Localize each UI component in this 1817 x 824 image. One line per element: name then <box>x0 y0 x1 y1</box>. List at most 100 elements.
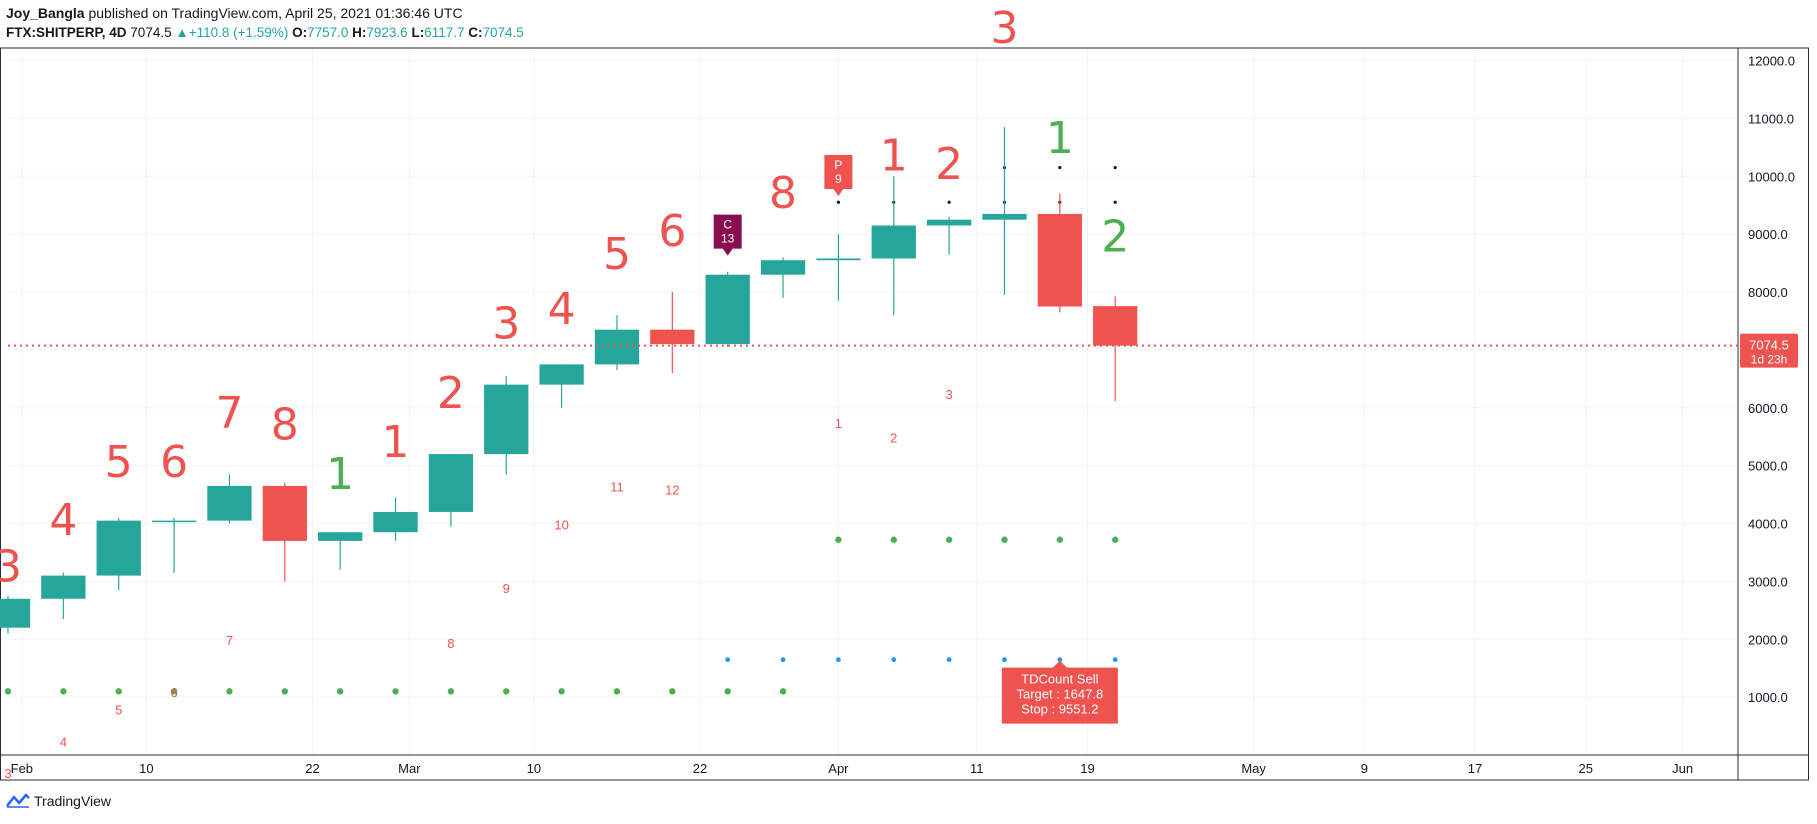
price-tick-label: 11000.0 <box>1748 111 1794 126</box>
black-dot <box>836 200 841 204</box>
candle-body <box>1037 213 1082 307</box>
countdown-label: 2 <box>890 431 897 446</box>
last-price: 7074.5 <box>130 25 172 40</box>
marker-line1: P <box>834 158 842 172</box>
black-dot <box>1113 200 1117 204</box>
indicator-dots <box>4 166 1119 695</box>
candle-body <box>1093 306 1138 346</box>
author-name[interactable]: Joy_Bangla <box>6 5 85 21</box>
candle-body <box>428 454 474 512</box>
setup-count-label: 2 <box>935 139 963 190</box>
setup-count-label: 1 <box>382 417 410 468</box>
candle-body <box>207 485 252 521</box>
price-tick-label: 8000.0 <box>1748 285 1788 300</box>
green-dot <box>1112 536 1119 543</box>
setup-count-label: 3 <box>0 541 22 592</box>
candle-body <box>705 274 750 345</box>
footer: TradingView <box>6 793 111 809</box>
low-value: 6117.7 <box>424 25 465 40</box>
green-dot <box>613 688 621 695</box>
time-tick-label: 17 <box>1468 761 1482 776</box>
green-dot <box>945 536 953 543</box>
candle-body <box>926 219 972 226</box>
tradingview-brand: TradingView <box>34 793 112 809</box>
marker-flag <box>824 155 853 197</box>
price-tick-label: 1000.0 <box>1748 690 1788 705</box>
high-label: H: <box>352 25 367 40</box>
last-price-tag-value: 7074.5 <box>1749 338 1789 353</box>
setup-count-label: 3 <box>990 3 1018 54</box>
countdown-label: 1 <box>835 416 842 431</box>
setup-count-label: 4 <box>49 495 77 546</box>
chart-frame <box>0 47 1809 781</box>
setup-count-label: 8 <box>769 168 797 219</box>
setup-count-label: 7 <box>215 388 243 439</box>
tdcount-box-bg <box>1001 660 1118 724</box>
last-price-tag <box>1740 333 1798 368</box>
countdown-label: 11 <box>610 480 624 495</box>
price-tick-label: 3000.0 <box>1748 574 1788 589</box>
black-dot <box>1113 166 1117 170</box>
black-dot <box>947 200 951 204</box>
blue-dot <box>836 657 841 663</box>
green-dot <box>669 688 676 695</box>
tradingview-logo-icon[interactable] <box>6 793 30 809</box>
candle-body <box>594 329 640 365</box>
green-dot <box>1056 536 1064 543</box>
candle-body <box>0 598 31 628</box>
chart-header: Joy_Bangla published on TradingView.com,… <box>6 4 524 42</box>
blue-dot <box>891 657 897 663</box>
candle-body <box>151 520 197 523</box>
high-value: 7923.6 <box>366 25 408 40</box>
marker-flag <box>713 214 742 256</box>
time-axis: Feb 10 22 Mar 10 22 Apr 11 19 May 9 17 25 Jun <box>11 761 1693 776</box>
green-dot <box>4 688 12 695</box>
low-label: L: <box>411 25 425 40</box>
setup-count-label: 1 <box>880 131 908 182</box>
time-tick-label: 9 <box>1361 761 1368 776</box>
green-dot <box>503 688 510 695</box>
price-axis: 1000.02000.03000.04000.05000.06000.07000… <box>1748 54 1795 706</box>
countdown-label: 12 <box>665 483 679 498</box>
blue-dot <box>946 657 952 663</box>
signal-marker: P9 <box>824 155 853 197</box>
countdown-label: 3 <box>946 387 953 402</box>
countdown-label: 6 <box>170 685 177 700</box>
grid-lines <box>8 49 1738 755</box>
countdown-label: 8 <box>447 636 454 651</box>
time-tick-label: May <box>1241 761 1266 776</box>
price-tick-label: 10000.0 <box>1748 169 1795 184</box>
tdcount-target: Target : 1647.8 <box>1016 687 1103 702</box>
green-dot <box>281 688 288 695</box>
candle-body <box>650 329 695 345</box>
time-tick-label: Feb <box>11 761 33 776</box>
open-value: 7757.0 <box>307 25 349 40</box>
blue-dot <box>725 657 731 663</box>
green-dot <box>115 688 122 695</box>
candles <box>0 127 1138 634</box>
time-tick-label: Mar <box>398 761 421 776</box>
setup-count-label: 6 <box>658 206 686 257</box>
time-tick-label: Apr <box>828 761 849 776</box>
green-dot <box>392 688 399 695</box>
price-tick-label: 5000.0 <box>1748 459 1788 474</box>
publish-line: Joy_Bangla published on TradingView.com,… <box>6 4 524 23</box>
price-tick-label: 9000.0 <box>1748 227 1788 242</box>
price-tick-label: 6000.0 <box>1748 401 1788 416</box>
signal-marker: C13 <box>713 214 742 256</box>
candle-body <box>982 213 1027 220</box>
green-dot <box>779 688 787 695</box>
green-dot <box>226 688 233 695</box>
green-dot <box>835 536 842 543</box>
time-tick-label: 22 <box>693 761 707 776</box>
marker-line1: C <box>723 218 732 232</box>
setup-count-label: 4 <box>548 284 576 335</box>
time-tick-label: 25 <box>1579 761 1593 776</box>
time-tick-label: 10 <box>527 761 541 776</box>
candle-body <box>871 225 916 259</box>
open-label: O: <box>292 25 308 40</box>
setup-count-label: 5 <box>603 229 631 280</box>
